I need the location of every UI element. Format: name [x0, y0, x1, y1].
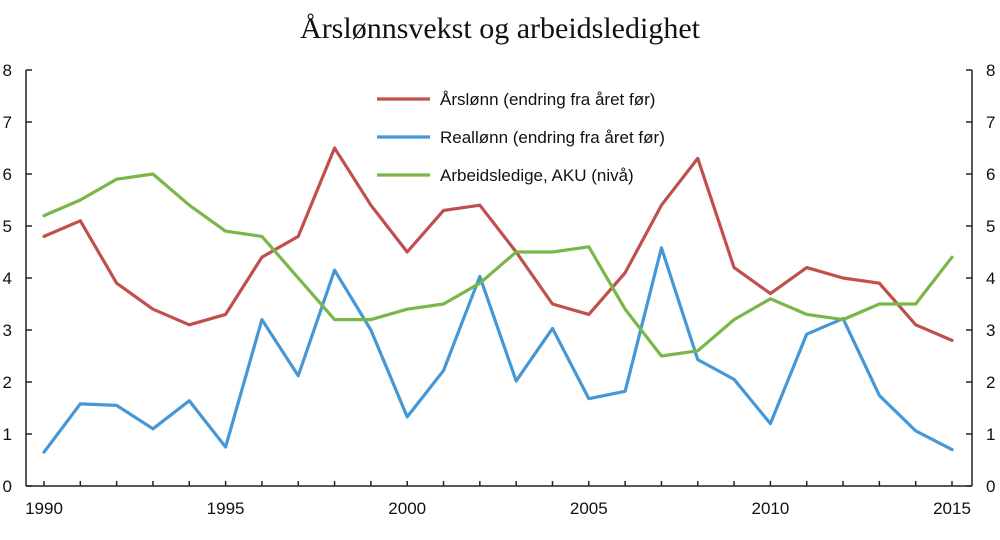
y-tick-label-left: 0 — [3, 477, 12, 496]
x-tick-label: 2015 — [933, 499, 971, 518]
legend-label-2: Reallønn (endring fra året før) — [440, 128, 665, 147]
y-tick-label-left: 6 — [3, 165, 12, 184]
y-tick-label-right: 7 — [986, 113, 995, 132]
y-tick-label-left: 5 — [3, 217, 12, 236]
y-tick-label-left: 7 — [3, 113, 12, 132]
x-tick-label: 2000 — [388, 499, 426, 518]
series-line-1 — [42, 146, 954, 342]
y-tick-label-left: 4 — [3, 269, 12, 288]
axis-ticks: 0 0 1 1 2 2 3 3 4 4 5 5 6 6 7 7 8 8 1990 1995 2000 2005 2010 20… — [3, 61, 996, 518]
y-tick-label-right: 0 — [986, 477, 995, 496]
y-tick-label-right: 3 — [986, 321, 995, 340]
y-tick-label-right: 8 — [986, 61, 995, 80]
x-tick-label: 1995 — [207, 499, 245, 518]
y-tick-label-left: 2 — [3, 373, 12, 392]
series-line-3 — [42, 172, 954, 358]
y-tick-label-right: 2 — [986, 373, 995, 392]
y-tick-label-right: 1 — [986, 425, 995, 444]
y-tick-label-left: 8 — [3, 61, 12, 80]
y-tick-label-right: 4 — [986, 269, 995, 288]
legend-label-1: Årslønn (endring fra året før) — [440, 90, 655, 109]
series-lines — [42, 146, 954, 454]
legend-label-3: Arbeidsledige, AKU (nivå) — [440, 166, 634, 185]
y-tick-label-left: 1 — [3, 425, 12, 444]
x-tick-label: 1990 — [25, 499, 63, 518]
x-tick-label: 2005 — [570, 499, 608, 518]
series-line-2 — [42, 246, 954, 454]
y-tick-label-right: 6 — [986, 165, 995, 184]
chart-title: Årslønnsvekst og arbeidsledighet — [300, 12, 700, 45]
y-tick-label-left: 3 — [3, 321, 12, 340]
x-tick-label: 2010 — [751, 499, 789, 518]
y-tick-label-right: 5 — [986, 217, 995, 236]
legend: Årslønn (endring fra året før) Reallønn (… — [377, 90, 665, 185]
